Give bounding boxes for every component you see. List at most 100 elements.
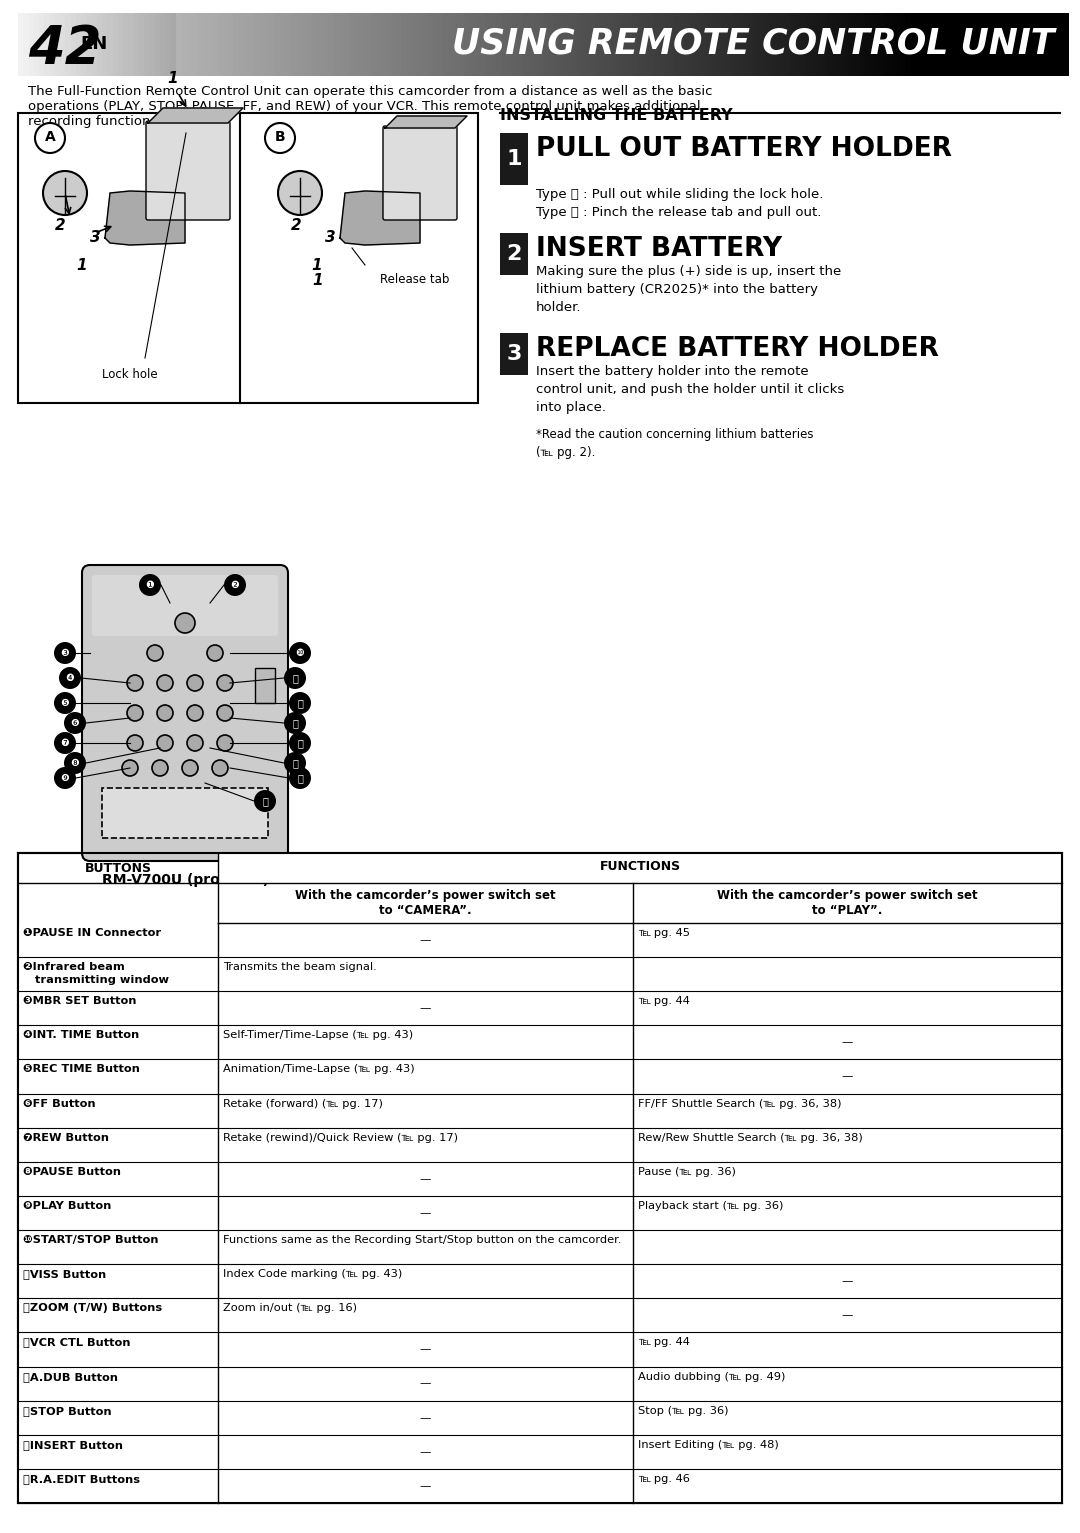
Text: USING REMOTE CONTROL UNIT: USING REMOTE CONTROL UNIT — [453, 28, 1055, 61]
Bar — [611, 12, 618, 77]
Bar — [600, 12, 607, 77]
Bar — [900, 12, 906, 77]
Bar — [789, 12, 796, 77]
Bar — [500, 133, 528, 185]
Text: ℡ pg. 44: ℡ pg. 44 — [638, 996, 690, 1006]
Bar — [217, 12, 224, 77]
Circle shape — [187, 734, 203, 751]
Circle shape — [175, 613, 195, 633]
Bar — [369, 12, 376, 77]
Circle shape — [254, 789, 276, 812]
FancyBboxPatch shape — [92, 575, 278, 636]
Bar — [307, 12, 313, 77]
Bar — [275, 12, 282, 77]
Bar — [501, 12, 508, 77]
Bar — [102, 12, 108, 77]
Bar — [222, 12, 229, 77]
Circle shape — [64, 753, 86, 774]
Text: Release tab: Release tab — [380, 273, 449, 287]
Bar — [585, 12, 591, 77]
Circle shape — [59, 667, 81, 688]
Text: 2: 2 — [291, 218, 301, 233]
Bar — [396, 12, 402, 77]
Text: Zoom in/out (℡ pg. 16): Zoom in/out (℡ pg. 16) — [222, 1303, 357, 1314]
Text: —: — — [841, 1038, 853, 1047]
Bar — [171, 12, 176, 77]
Bar — [927, 12, 932, 77]
Bar — [160, 12, 166, 77]
Text: Type Ⓑ : Pinch the release tab and pull out.: Type Ⓑ : Pinch the release tab and pull … — [536, 205, 822, 219]
Bar — [233, 12, 240, 77]
Bar — [18, 1265, 1062, 1298]
Text: 1: 1 — [167, 71, 178, 86]
Circle shape — [265, 123, 295, 153]
Bar — [727, 12, 733, 77]
Circle shape — [64, 711, 86, 734]
Circle shape — [187, 675, 203, 691]
Bar — [18, 1026, 1062, 1059]
Circle shape — [127, 734, 143, 751]
Bar — [433, 12, 438, 77]
Bar — [380, 12, 387, 77]
Text: Transmits the beam signal.: Transmits the beam signal. — [222, 963, 377, 972]
Text: With the camcorder’s power switch set
to “PLAY”.: With the camcorder’s power switch set to… — [717, 889, 977, 917]
Bar — [606, 12, 612, 77]
Bar — [764, 12, 770, 77]
Bar — [500, 333, 528, 376]
Bar — [391, 12, 397, 77]
Bar — [129, 12, 135, 77]
Bar — [154, 12, 161, 77]
Bar — [191, 12, 198, 77]
Bar — [459, 12, 465, 77]
Text: ❽PAUSE Button: ❽PAUSE Button — [23, 1167, 121, 1177]
Circle shape — [54, 691, 76, 714]
Bar — [149, 12, 156, 77]
Text: —: — — [420, 1413, 431, 1423]
Bar — [848, 12, 854, 77]
Text: ⓮: ⓮ — [297, 737, 302, 748]
Text: ❻FF Button: ❻FF Button — [23, 1099, 96, 1108]
Bar — [795, 12, 801, 77]
Bar — [244, 12, 249, 77]
Bar — [213, 12, 218, 77]
Bar — [286, 12, 292, 77]
Bar — [239, 12, 245, 77]
Bar — [507, 12, 513, 77]
Bar — [674, 12, 680, 77]
Text: REPLACE BATTERY HOLDER: REPLACE BATTERY HOLDER — [536, 336, 939, 362]
Circle shape — [284, 667, 306, 688]
FancyBboxPatch shape — [82, 566, 288, 862]
Bar — [496, 12, 502, 77]
Text: BUTTONS: BUTTONS — [84, 862, 151, 874]
Bar — [1021, 12, 1027, 77]
Text: *Read the caution concerning lithium batteries
(℡ pg. 2).: *Read the caution concerning lithium bat… — [536, 428, 813, 458]
Bar — [18, 852, 1062, 1502]
Text: ⒯STOP Button: ⒯STOP Button — [23, 1406, 111, 1415]
Circle shape — [289, 642, 311, 664]
Bar — [679, 12, 686, 77]
Text: RM-V700U (provided): RM-V700U (provided) — [102, 872, 269, 888]
Bar — [118, 12, 124, 77]
Circle shape — [207, 645, 222, 661]
Text: ℡ pg. 45: ℡ pg. 45 — [638, 927, 690, 938]
Circle shape — [217, 734, 233, 751]
Text: EN: EN — [80, 35, 107, 54]
Text: ⒱R.A.EDIT Buttons: ⒱R.A.EDIT Buttons — [23, 1473, 140, 1484]
Bar — [281, 12, 287, 77]
Bar — [144, 12, 150, 77]
Text: ⓬: ⓬ — [297, 698, 302, 708]
Bar — [60, 12, 66, 77]
Bar — [973, 12, 980, 77]
Bar — [947, 12, 954, 77]
Bar — [333, 12, 339, 77]
Bar — [500, 233, 528, 274]
Text: Self-Timer/Time-Lapse (℡ pg. 43): Self-Timer/Time-Lapse (℡ pg. 43) — [222, 1030, 414, 1041]
Bar — [816, 12, 822, 77]
Bar — [55, 12, 60, 77]
Text: Insert Editing (℡ pg. 48): Insert Editing (℡ pg. 48) — [638, 1439, 779, 1450]
Bar — [989, 12, 996, 77]
Text: INSTALLING THE BATTERY: INSTALLING THE BATTERY — [500, 107, 732, 123]
Bar — [995, 12, 1001, 77]
Bar — [490, 12, 497, 77]
Bar — [580, 12, 586, 77]
